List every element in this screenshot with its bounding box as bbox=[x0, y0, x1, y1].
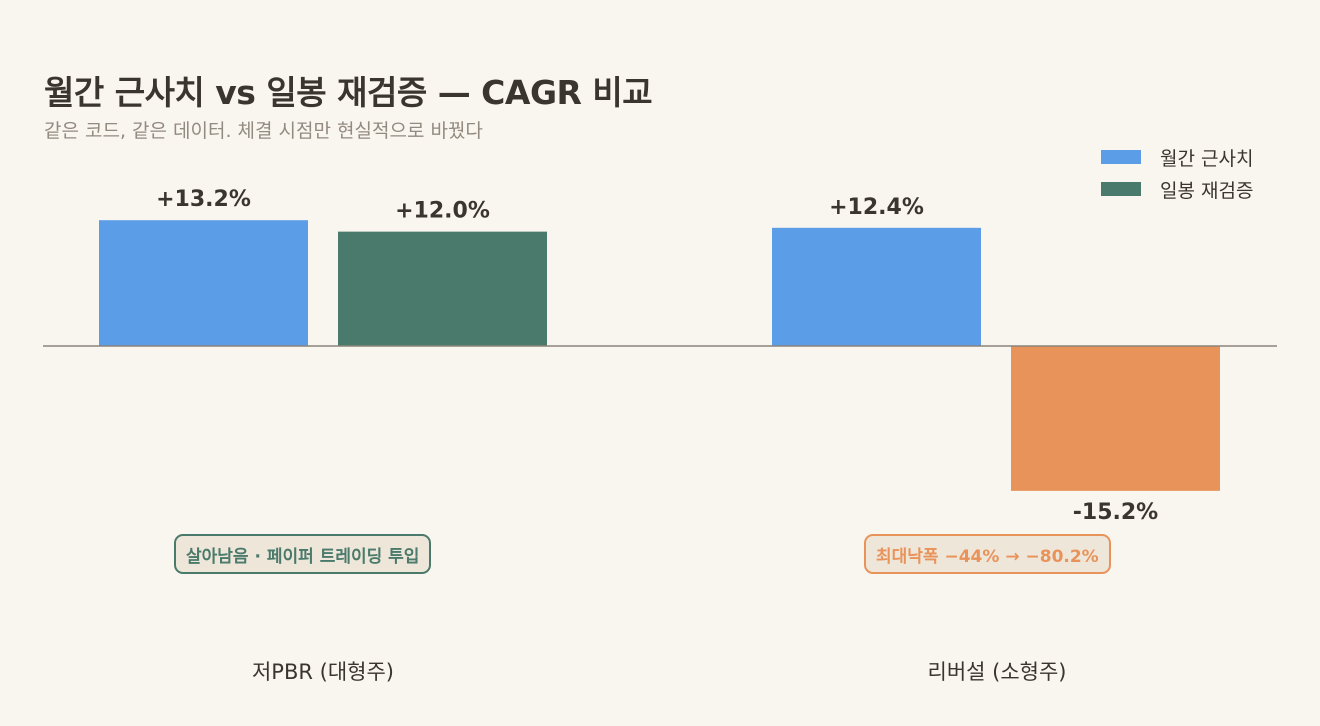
legend-swatch-monthly bbox=[1101, 150, 1141, 164]
annotation-badge-survival: 살아남음 · 페이퍼 트레이딩 투입 bbox=[174, 534, 432, 574]
chart-legend: 월간 근사치 일봉 재검증 bbox=[1101, 141, 1253, 205]
legend-label-daily: 일봉 재검증 bbox=[1160, 179, 1254, 202]
category-label-reversal: 리버설 (소형주) bbox=[927, 660, 1067, 684]
chart-title: 월간 근사치 vs 일봉 재검증 — CAGR 비교 bbox=[44, 73, 653, 112]
data-label-daily-1: -15.2% bbox=[1073, 500, 1158, 525]
annotation-badge-drawdown: 최대낙폭 −44% → −80.2% bbox=[864, 534, 1111, 574]
bar-daily-1 bbox=[1011, 346, 1220, 491]
legend-item-daily: 일봉 재검증 bbox=[1101, 173, 1253, 205]
chart-subtitle: 같은 코드, 같은 데이터. 체결 시점만 현실적으로 바꿨다 bbox=[44, 120, 483, 142]
bar-daily-0 bbox=[338, 231, 547, 346]
category-label-low-pbr: 저PBR (대형주) bbox=[251, 660, 394, 684]
legend-item-monthly: 월간 근사치 bbox=[1101, 141, 1253, 173]
data-label-monthly-0: +13.2% bbox=[156, 187, 251, 212]
data-label-daily-0: +12.0% bbox=[395, 199, 490, 224]
legend-label-monthly: 월간 근사치 bbox=[1160, 147, 1254, 170]
bar-monthly-0 bbox=[99, 220, 308, 346]
legend-swatch-daily bbox=[1101, 182, 1141, 196]
data-label-monthly-1: +12.4% bbox=[829, 195, 924, 220]
bar-monthly-1 bbox=[772, 227, 981, 346]
